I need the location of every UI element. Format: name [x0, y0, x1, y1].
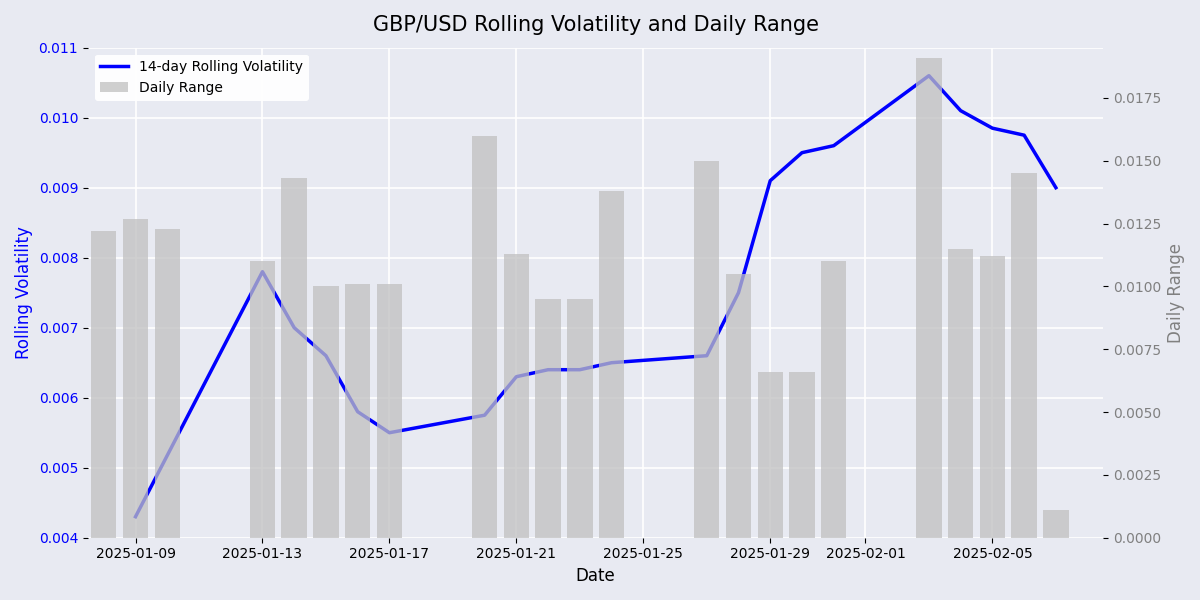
Bar — [568, 299, 593, 538]
Bar — [504, 254, 529, 538]
Bar — [313, 286, 338, 538]
Bar — [917, 58, 942, 538]
Bar — [1012, 173, 1037, 538]
Bar — [757, 372, 782, 538]
Bar — [790, 372, 815, 538]
Y-axis label: Daily Range: Daily Range — [1166, 242, 1186, 343]
Bar — [282, 178, 307, 538]
Bar — [155, 229, 180, 538]
Bar — [948, 249, 973, 538]
Bar — [122, 218, 149, 538]
Bar — [979, 256, 1006, 538]
Legend: 14-day Rolling Volatility, Daily Range: 14-day Rolling Volatility, Daily Range — [95, 55, 308, 101]
Bar — [535, 299, 560, 538]
Bar — [250, 261, 275, 538]
Title: GBP/USD Rolling Volatility and Daily Range: GBP/USD Rolling Volatility and Daily Ran… — [373, 15, 818, 35]
Bar — [472, 136, 497, 538]
Y-axis label: Rolling Volatility: Rolling Volatility — [14, 226, 32, 359]
Bar — [599, 191, 624, 538]
Bar — [694, 161, 720, 538]
Bar — [726, 274, 751, 538]
Bar — [1043, 510, 1068, 538]
X-axis label: Date: Date — [576, 567, 616, 585]
Bar — [377, 284, 402, 538]
Bar — [344, 284, 371, 538]
Bar — [91, 231, 116, 538]
Bar — [821, 261, 846, 538]
